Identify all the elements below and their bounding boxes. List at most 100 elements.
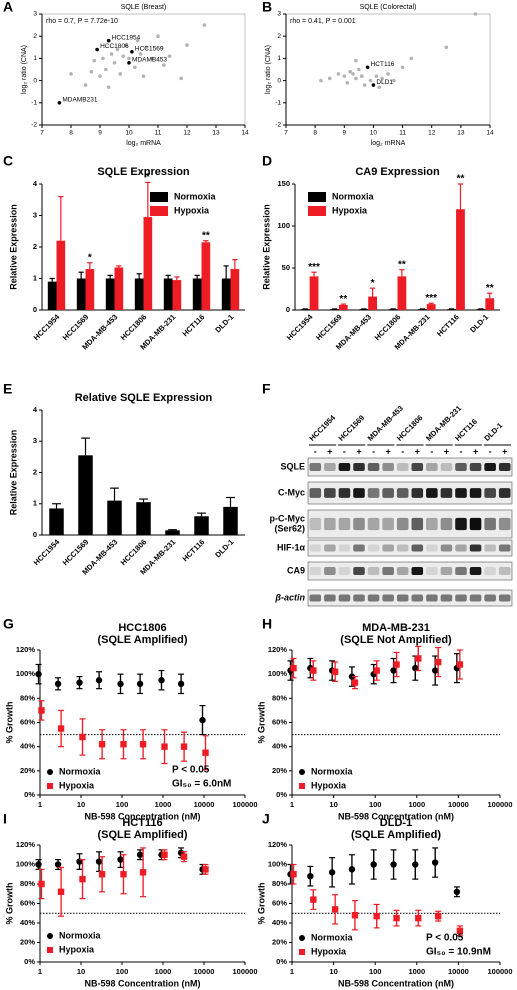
x-tick-label: 100000 [232, 967, 257, 976]
point [453, 888, 461, 895]
bar [85, 269, 95, 310]
annotation: P < 0.05 [172, 765, 210, 776]
point [121, 54, 125, 58]
bar [136, 502, 151, 535]
point [373, 912, 380, 920]
legend-label: Hypoxia [174, 205, 210, 215]
y-tick-label: 2 [33, 242, 37, 251]
point [331, 906, 339, 913]
y-tick-label: 40% [272, 918, 287, 927]
point [76, 679, 83, 686]
blot-band [338, 488, 351, 498]
y-tick-label: 0 [277, 77, 281, 84]
panel-letter: G [3, 616, 14, 632]
point [362, 83, 367, 87]
point [365, 65, 370, 70]
bar [163, 278, 173, 310]
blot-band [411, 544, 424, 552]
point-label: HCT116 [371, 61, 395, 68]
y-tick-label: 40% [272, 742, 287, 751]
x-tick-label: 1 [38, 800, 42, 809]
point [98, 74, 102, 78]
significance-label: * [88, 252, 92, 263]
condition-label: + [444, 446, 449, 456]
point-label: HCC1806 [100, 43, 129, 50]
y-tick-label: 100% [16, 859, 36, 868]
point-label: DLD1 [376, 79, 393, 86]
blot-band [469, 594, 482, 602]
point [177, 680, 185, 688]
blot-band [309, 517, 322, 531]
y-tick-label: 20% [272, 937, 287, 946]
x-tick-label: 14 [241, 130, 249, 137]
blot-band [484, 463, 496, 471]
point [456, 927, 464, 934]
point [373, 667, 380, 674]
legend-label: Hypoxia [311, 780, 347, 790]
blot-band [498, 463, 511, 471]
legend-marker [47, 769, 53, 775]
x-axis-label: log₂ mRNA [126, 140, 161, 147]
point [354, 76, 358, 81]
x-tick-label: 100 [116, 967, 129, 976]
legend-label: Normoxia [59, 930, 102, 940]
point [331, 668, 339, 675]
bar [114, 267, 124, 310]
point [120, 741, 127, 748]
point [92, 58, 96, 63]
y-tick-label: 80% [20, 693, 35, 702]
blot-band [367, 517, 380, 531]
point [117, 680, 124, 688]
x-axis-label: NB-598 Concentration (nM) [84, 978, 200, 988]
x-tick-label: 1000 [155, 800, 172, 809]
point [393, 661, 400, 668]
panel-letter: C [3, 153, 13, 169]
y-tick-label: 100% [16, 669, 36, 678]
chart-title: HCT116 [122, 817, 162, 829]
panel-letter: A [3, 0, 13, 15]
chart-title: CA9 Expression [355, 166, 440, 178]
blot-band [324, 517, 336, 531]
point [351, 912, 359, 919]
x-tick-label: HCC1806 [373, 312, 403, 342]
y-tick-label: 1 [277, 55, 281, 62]
legend-swatch [308, 206, 326, 216]
chart-title: Relative SQLE Expression [75, 392, 213, 404]
point [117, 856, 124, 863]
chart-subtitle: (SQLE Amplified) [97, 634, 187, 646]
point [57, 888, 65, 895]
x-tick-label: 1 [290, 967, 294, 976]
legend-marker [47, 933, 53, 939]
point [434, 658, 442, 666]
point [390, 667, 397, 674]
legend-marker [299, 935, 305, 941]
y-tick-label: 120% [16, 645, 36, 654]
blot-band [367, 463, 380, 471]
point [359, 74, 364, 78]
condition-label: - [430, 446, 433, 456]
blot-band [309, 567, 322, 575]
point [431, 859, 439, 866]
bar [338, 304, 348, 310]
y-tick-label: 0% [24, 957, 35, 966]
condition-label: + [473, 446, 478, 456]
point [409, 56, 414, 61]
point [354, 58, 358, 63]
blot-band [411, 567, 424, 575]
bar [230, 269, 240, 310]
x-tick-label: 10 [77, 967, 85, 976]
legend-label: Normoxia [332, 191, 375, 201]
point [357, 67, 361, 72]
point [390, 861, 397, 868]
bar [76, 278, 86, 310]
y-tick-label: 4 [33, 179, 38, 188]
point [106, 38, 111, 43]
point [79, 733, 86, 741]
point [38, 880, 45, 888]
point [370, 861, 377, 868]
x-tick-label: 100000 [232, 800, 257, 809]
point [35, 670, 42, 678]
x-tick-label: 1 [38, 967, 42, 976]
point [130, 49, 134, 54]
